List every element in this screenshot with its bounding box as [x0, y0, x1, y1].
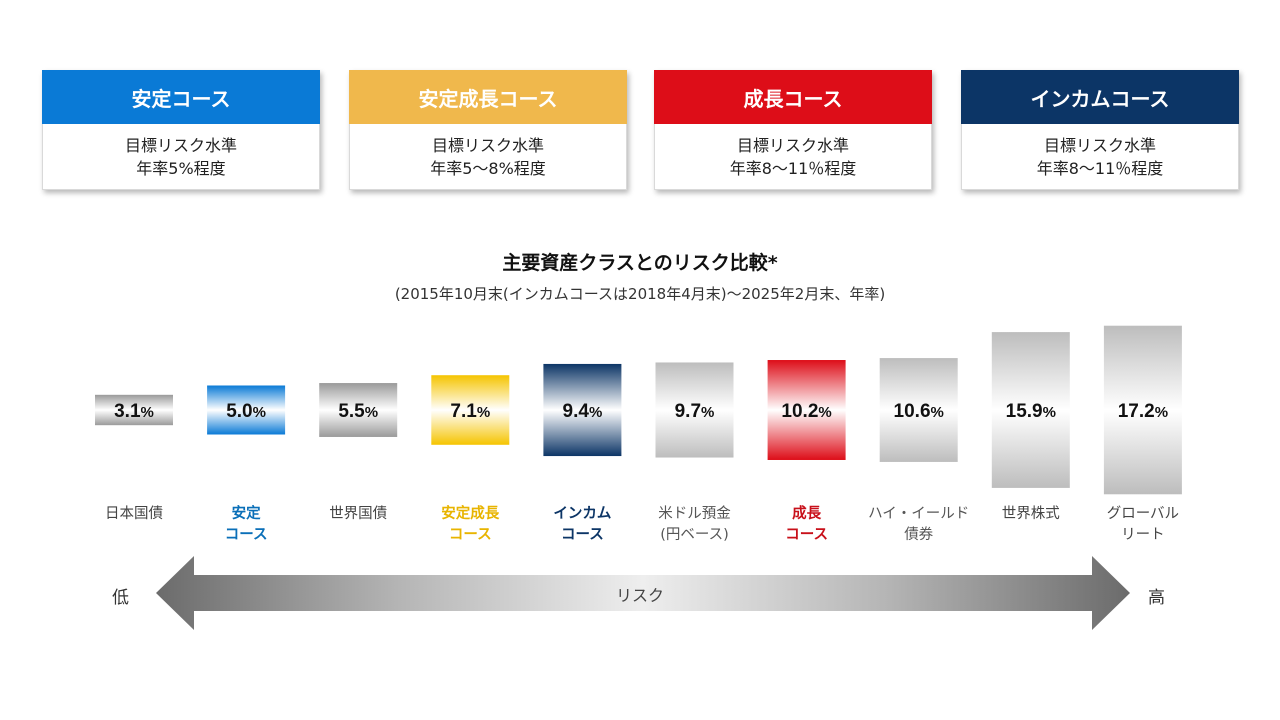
- risk-bar: [207, 385, 286, 435]
- risk-bar: [655, 362, 734, 458]
- category-label-line: 債券: [904, 527, 934, 543]
- risk-arrow-icon: [156, 556, 1130, 630]
- risk-bar: [95, 394, 173, 426]
- course-card-line2: 年率8～11％程度: [1036, 158, 1164, 178]
- category-label: 世界株式: [961, 504, 1101, 525]
- course-card-line1: 目標リスク水準: [736, 135, 849, 155]
- category-label-line: ハイ・イールド: [868, 506, 970, 522]
- course-card-growth: 成長コース 目標リスク水準 年率8～11％程度: [654, 70, 932, 190]
- risk-axis-label: リスク: [615, 586, 664, 605]
- category-label-line: 世界株式: [1001, 506, 1060, 522]
- course-card-title: インカムコース: [961, 70, 1239, 124]
- category-label-line: 安定: [231, 506, 261, 522]
- course-card-body: 目標リスク水準 年率5～8%程度: [349, 124, 627, 190]
- bar-value-label: 10.6%: [894, 401, 944, 422]
- category-label-line: コース: [448, 527, 492, 543]
- bar-value-label: 10.2%: [781, 401, 831, 422]
- category-label: 米ドル預金 (円ベース): [625, 504, 765, 546]
- chart-title: 主要資産クラスとのリスク比較*: [502, 252, 778, 274]
- risk-bar: [1103, 325, 1182, 495]
- bar-value-label: 5.0%: [226, 401, 266, 422]
- category-label-line: 日本国債: [105, 506, 163, 522]
- course-card-body: 目標リスク水準 年率8～11％程度: [654, 124, 932, 190]
- course-card-line1: 目標リスク水準: [124, 135, 237, 155]
- category-label-line: (円ベース): [660, 527, 729, 543]
- bar-value-label: 5.5%: [338, 401, 378, 422]
- course-card-body: 目標リスク水準 年率5%程度: [42, 124, 320, 190]
- course-card-title: 安定成長コース: [349, 70, 627, 124]
- course-card-line2: 年率5%程度: [136, 158, 226, 178]
- course-card-title: 安定コース: [42, 70, 320, 124]
- chart-subtitle: (2015年10月末(インカムコースは2018年4月末)～2025年2月末、年率…: [394, 285, 886, 303]
- category-label: インカム コース: [512, 504, 652, 546]
- course-card-line2: 年率5～8%程度: [430, 158, 546, 178]
- category-label-line: 米ドル預金: [658, 506, 731, 522]
- category-label: 成長 コース: [737, 504, 877, 546]
- risk-bar: [767, 360, 846, 460]
- course-card-line1: 目標リスク水準: [431, 135, 544, 155]
- bar-value-label: 9.7%: [675, 401, 715, 422]
- course-card-line2: 年率8～11％程度: [729, 158, 857, 178]
- category-label-line: インカム: [553, 506, 612, 522]
- category-label: 安定 コース: [176, 504, 316, 546]
- bar-value-label: 9.4%: [563, 401, 603, 422]
- bar-value-label: 15.9%: [1006, 401, 1056, 422]
- risk-high-label: 高: [1148, 588, 1165, 608]
- category-label-line: 安定成長: [441, 506, 500, 522]
- risk-bar: [319, 383, 398, 437]
- risk-bar-chart: 3.1% 5.0% 5.5% 7.1% 9.4% 9.7% 10.2% 10.6% 15.9% 1…: [95, 325, 1182, 495]
- category-label-line: コース: [561, 527, 604, 543]
- risk-bar: [879, 358, 958, 462]
- course-card-title: 成長コース: [654, 70, 932, 124]
- category-label-line: 成長: [792, 506, 822, 522]
- category-label-line: リート: [1121, 527, 1165, 543]
- category-label: グローバル リート: [1073, 504, 1213, 546]
- bar-value-label: 7.1%: [450, 401, 490, 422]
- bar-value-label: 17.2%: [1118, 401, 1168, 422]
- course-card-income: インカムコース 目標リスク水準 年率8～11％程度: [961, 70, 1239, 190]
- course-card-stable: 安定コース 目標リスク水準 年率5%程度: [42, 70, 320, 190]
- category-label: 世界国債: [288, 504, 428, 525]
- category-label-line: グローバル: [1106, 506, 1180, 522]
- category-label: ハイ・イールド 債券: [849, 504, 989, 546]
- category-label-line: 世界国債: [329, 506, 388, 522]
- category-label-line: コース: [224, 527, 268, 543]
- risk-low-label: 低: [112, 588, 129, 608]
- category-label-line: コース: [785, 527, 828, 543]
- course-card-stable-growth: 安定成長コース 目標リスク水準 年率5～8%程度: [349, 70, 627, 190]
- course-card-line1: 目標リスク水準: [1043, 135, 1156, 155]
- risk-bar: [431, 375, 510, 445]
- category-label: 日本国債: [64, 504, 204, 525]
- bar-value-label: 3.1%: [114, 401, 154, 422]
- risk-bar: [543, 363, 622, 457]
- risk-bar: [991, 332, 1070, 488]
- category-label: 安定成長 コース: [400, 504, 540, 546]
- course-card-body: 目標リスク水準 年率8～11％程度: [961, 124, 1239, 190]
